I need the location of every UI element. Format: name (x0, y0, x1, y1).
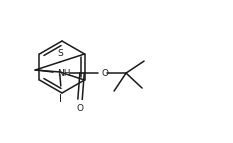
Text: I: I (59, 94, 62, 104)
Text: O: O (101, 69, 108, 78)
Text: NH: NH (57, 69, 71, 78)
Text: O: O (77, 104, 84, 113)
Text: S: S (57, 49, 63, 58)
